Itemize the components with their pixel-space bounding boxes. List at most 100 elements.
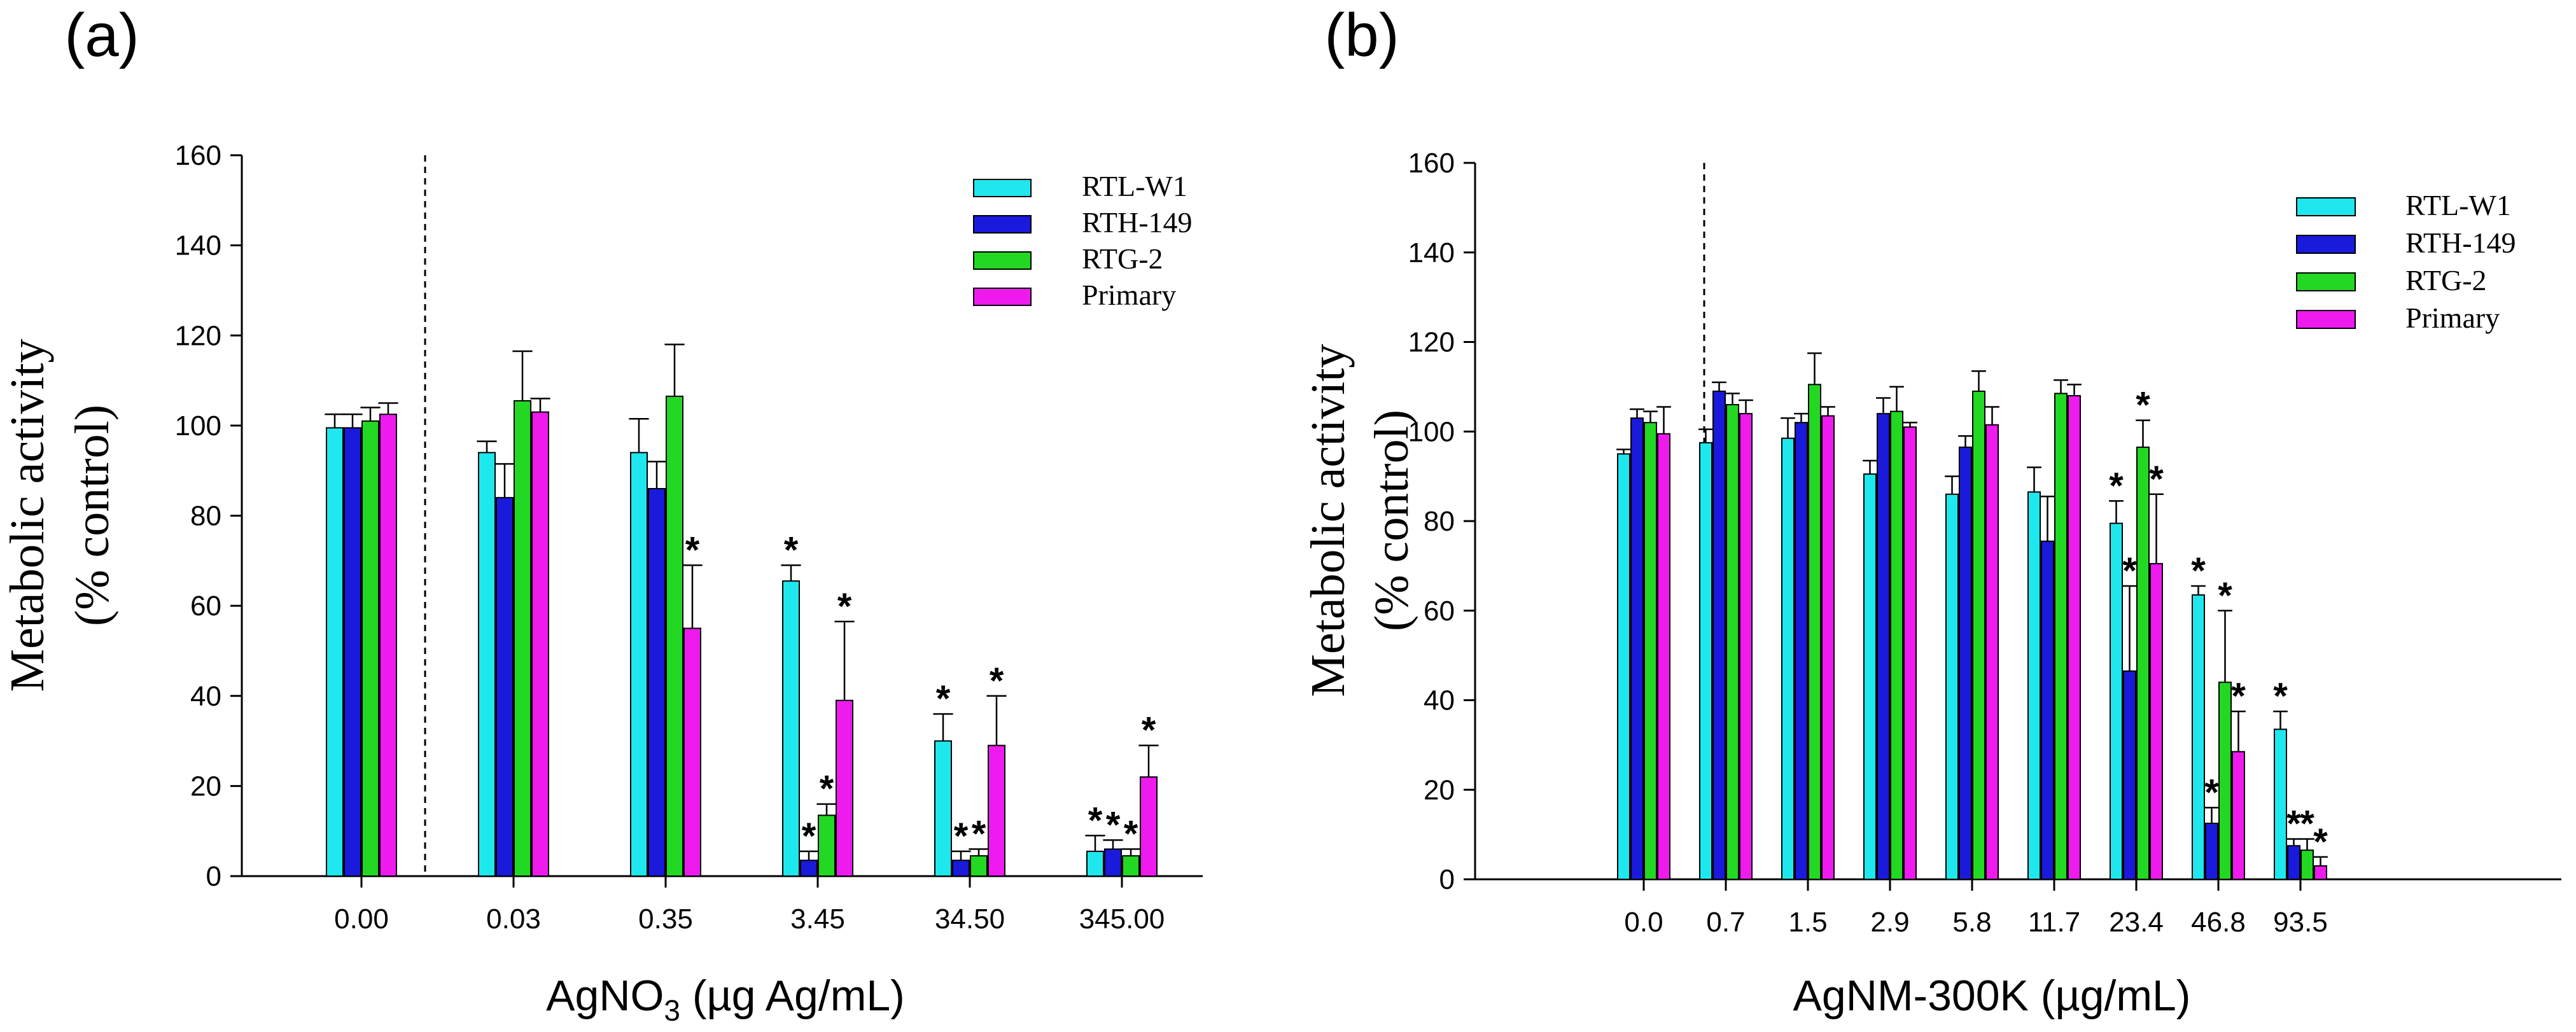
- bar-rth-149: [648, 488, 666, 877]
- bar-rtl-w1: [1086, 851, 1104, 877]
- bar-rtl-w1: [1863, 473, 1877, 880]
- bar-primary: [836, 699, 853, 877]
- significance-asterisk: *: [2122, 550, 2137, 592]
- bar-primary: [379, 414, 397, 877]
- bar-rth-149: [1104, 848, 1122, 877]
- significance-asterisk: *: [802, 816, 816, 857]
- y-tick-label: 80: [190, 501, 221, 532]
- y-tick-label: 120: [175, 320, 221, 351]
- significance-asterisk: *: [1106, 804, 1121, 846]
- significance-asterisk: *: [837, 586, 852, 627]
- legend-swatch-rth-149: [2296, 235, 2356, 254]
- bar-rth-149: [496, 497, 514, 877]
- bar-rtl-w1: [630, 452, 648, 877]
- bar-rtl-w1: [1945, 493, 1959, 880]
- y-tick-label: 100: [175, 410, 221, 442]
- bar-primary: [1903, 426, 1917, 880]
- legend-swatch-rtg-2: [973, 251, 1032, 270]
- significance-asterisk: *: [936, 678, 951, 720]
- legend-swatch-rth-149: [973, 215, 1032, 234]
- significance-asterisk: *: [2109, 465, 2124, 506]
- bar-rtl-w1: [2110, 522, 2123, 880]
- legend-label: RTH-149: [2405, 227, 2516, 259]
- bar-primary: [2150, 562, 2163, 880]
- significance-asterisk: *: [2231, 676, 2246, 717]
- bar-rtg-2: [1972, 390, 1985, 880]
- bar-rtg-2: [818, 814, 836, 877]
- bar-rtl-w1: [478, 452, 496, 877]
- x-axis-label: AgNM-300K (µg/mL): [1793, 972, 2191, 1020]
- y-tick-label: 140: [1408, 237, 1455, 268]
- y-tick-label: 20: [190, 771, 221, 802]
- significance-asterisk: *: [954, 816, 969, 857]
- bar-rtl-w1: [2274, 729, 2287, 881]
- legend-label: Primary: [1082, 279, 1176, 311]
- legend-swatch-primary: [2296, 310, 2356, 329]
- bar-rth-149: [2287, 845, 2300, 880]
- bar-primary: [1821, 415, 1835, 880]
- chart-panel-a: (a) Metabolic activity (% control) 0 20 40 60 8…: [1, 1, 1203, 1027]
- y-tick-label: 0: [1439, 864, 1455, 895]
- significance-asterisk: *: [972, 814, 986, 855]
- panel-label: (a): [64, 1, 139, 69]
- significance-asterisk: *: [1088, 800, 1103, 841]
- bar-primary: [1657, 433, 1670, 880]
- bar-rtg-2: [361, 420, 379, 877]
- bar-primary: [2068, 394, 2081, 880]
- bar-rtl-w1: [2192, 594, 2205, 881]
- significance-asterisk: *: [784, 529, 799, 571]
- panel-label: (b): [1324, 1, 1399, 69]
- significance-asterisk: *: [1142, 710, 1156, 751]
- bar-rtg-2: [514, 400, 531, 877]
- significance-asterisk: *: [2149, 459, 2164, 500]
- bar-rtg-2: [970, 855, 988, 877]
- bar-primary: [1985, 424, 1999, 880]
- bar-rtg-2: [2218, 681, 2232, 880]
- legend-swatch-rtl-w1: [973, 179, 1032, 197]
- x-tick-label: 23.4: [2109, 907, 2164, 938]
- bar-rtg-2: [1122, 855, 1140, 877]
- legend-label: RTG-2: [2405, 264, 2487, 296]
- x-axis-label: AgNO3 (µg Ag/mL): [546, 972, 905, 1027]
- bar-rth-149: [1630, 417, 1644, 880]
- x-tick-label: 0.03: [486, 903, 541, 935]
- y-tick-label: 160: [1408, 148, 1455, 179]
- bar-rtl-w1: [1699, 442, 1712, 880]
- legend-label: Primary: [2405, 302, 2500, 334]
- y-tick-label: 20: [1424, 774, 1455, 805]
- legend-label: RTL-W1: [1082, 170, 1187, 202]
- bar-rtl-w1: [1617, 453, 1630, 880]
- bar-primary: [988, 744, 1005, 877]
- significance-asterisk: *: [2136, 385, 2150, 426]
- x-tick-label: 5.8: [1952, 907, 1991, 938]
- legend-label: RTL-W1: [2405, 189, 2511, 221]
- significance-asterisk: *: [2204, 772, 2219, 813]
- y-tick-label: 100: [1408, 416, 1455, 447]
- x-tick-label: 0.7: [1706, 907, 1745, 938]
- bar-rth-149: [1712, 390, 1726, 880]
- y-tick-label: 160: [175, 140, 221, 171]
- y-axis-label-units: (% control): [1365, 410, 1418, 631]
- bar-rtl-w1: [326, 427, 344, 877]
- x-tick-label: 34.50: [935, 903, 1005, 935]
- significance-asterisk: *: [2273, 676, 2288, 717]
- y-tick-label: 0: [206, 861, 221, 892]
- significance-asterisk: *: [685, 529, 700, 571]
- bar-rtg-2: [1726, 404, 1739, 880]
- y-axis-label-units: (% control): [66, 405, 119, 626]
- bar-primary: [1140, 776, 1158, 877]
- y-tick-label: 40: [190, 681, 221, 712]
- significance-asterisk: *: [2191, 550, 2206, 592]
- bar-rtl-w1: [782, 580, 800, 877]
- legend-swatch-primary: [973, 288, 1032, 306]
- bar-primary: [2232, 751, 2245, 881]
- significance-asterisk: *: [1124, 814, 1138, 855]
- bar-rtl-w1: [2027, 491, 2041, 880]
- x-tick-label: 1.5: [1788, 907, 1827, 938]
- bar-rtg-2: [666, 395, 683, 877]
- bar-rth-149: [1795, 422, 1808, 880]
- significance-asterisk: *: [820, 769, 834, 810]
- bar-rth-149: [2123, 670, 2136, 880]
- y-tick-label: 80: [1424, 506, 1455, 537]
- y-tick-label: 40: [1424, 685, 1455, 716]
